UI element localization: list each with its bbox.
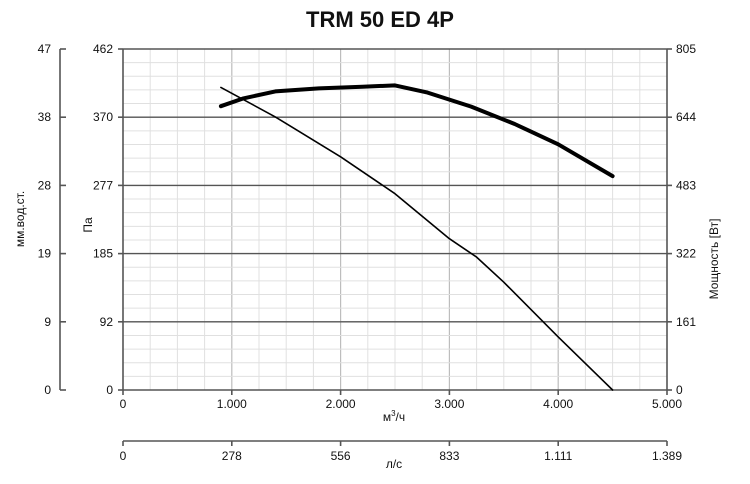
- plot-frame: [59, 48, 672, 446]
- chart-title: TRM 50 ED 4P: [306, 7, 454, 32]
- x2-tick-label: 278: [222, 449, 242, 463]
- y-outer-tick-label: 47: [38, 42, 52, 56]
- y-tick-label: 462: [93, 42, 113, 56]
- x-tick-label: 0: [120, 397, 127, 411]
- y-axis-label: Па: [81, 217, 95, 233]
- x-tick-label: 2.000: [326, 397, 356, 411]
- x-axis-label: м3/ч: [383, 409, 405, 424]
- x-tick-label: 4.000: [543, 397, 573, 411]
- y-right-tick-label: 161: [676, 315, 696, 329]
- y-right-tick-label: 322: [676, 247, 696, 261]
- x2-tick-label: 1.111: [544, 449, 573, 463]
- y-right-tick-label: 0: [676, 383, 683, 397]
- x-tick-label: 3.000: [434, 397, 464, 411]
- x-axis-label-suffix: /ч: [396, 410, 406, 424]
- x-axis-label-prefix: м: [383, 410, 391, 424]
- y-right-tick-label: 805: [676, 42, 696, 56]
- x2-tick-label: 833: [439, 449, 459, 463]
- y-tick-label: 277: [93, 179, 113, 193]
- y-tick-label: 370: [93, 110, 113, 124]
- y-right-tick-label: 644: [676, 110, 696, 124]
- tick-labels: 0 92 185 277 370 462 0 9 19 28 38 47 0 161 322 483 644 80…: [38, 42, 697, 463]
- y-outer-tick-label: 0: [44, 383, 51, 397]
- x2-axis-label: л/с: [386, 457, 402, 471]
- y-tick-label: 92: [100, 315, 114, 329]
- x-tick-label: 1.000: [217, 397, 247, 411]
- grid: [123, 49, 667, 390]
- y-outer-tick-label: 9: [44, 315, 51, 329]
- x2-tick-label: 0: [120, 449, 127, 463]
- series: [218, 83, 615, 391]
- x-tick-label: 5.000: [652, 397, 682, 411]
- x2-tick-label: 1.389: [652, 449, 682, 463]
- pressure-curve: [220, 86, 614, 391]
- y-outer-tick-label: 38: [38, 110, 52, 124]
- y-outer-tick-label: 28: [38, 178, 52, 192]
- x2-tick-label: 556: [331, 449, 351, 463]
- power-curve: [218, 83, 615, 179]
- y-right-tick-label: 483: [676, 178, 696, 192]
- y-tick-label: 185: [93, 246, 113, 260]
- x-axis-label-sup: 3: [391, 409, 396, 418]
- y-outer-tick-label: 19: [38, 247, 52, 261]
- y-right-axis-label: Мощность [Вт]: [707, 219, 721, 300]
- y-outer-axis-label: мм.вод.ст.: [13, 191, 27, 247]
- y-tick-label: 0: [106, 383, 113, 397]
